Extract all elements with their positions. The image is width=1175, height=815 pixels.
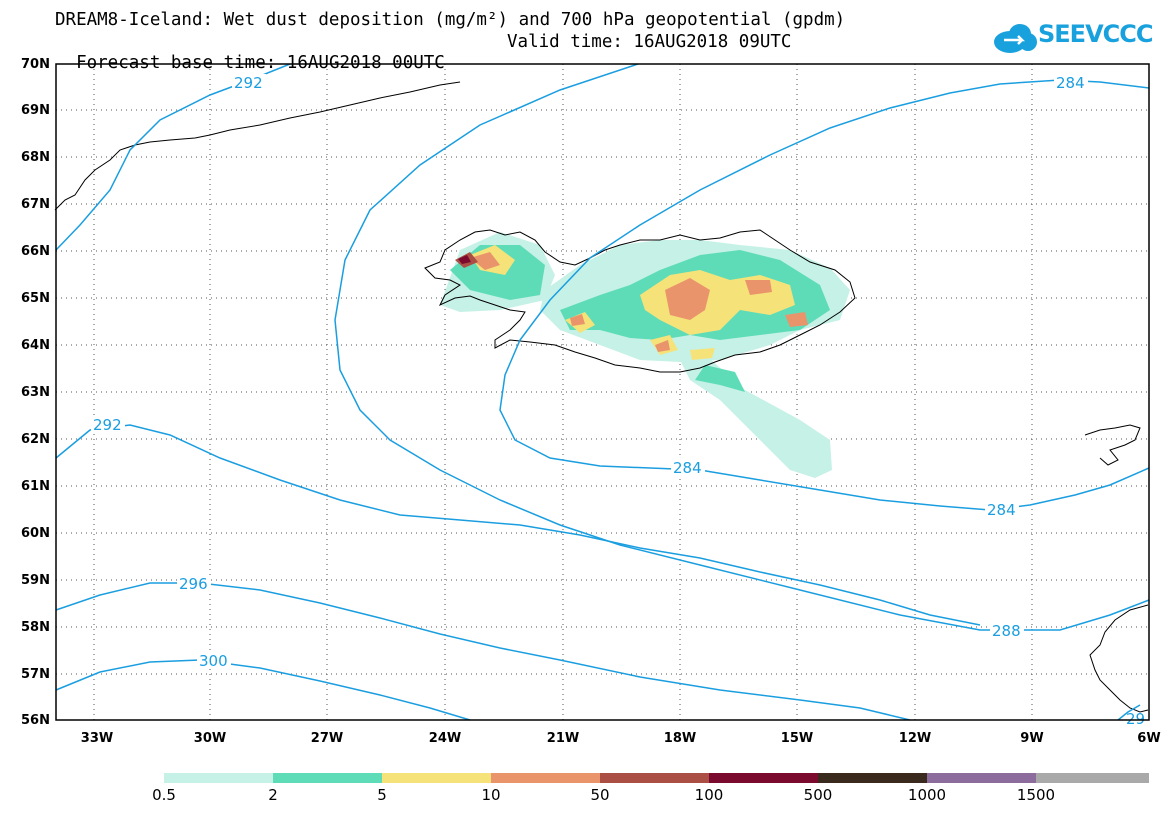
lat-label-58n: 58N xyxy=(21,620,50,635)
contour-label-288: 288 xyxy=(992,622,1021,640)
legend-swatch-4 xyxy=(491,773,601,783)
legend-label-1000: 1000 xyxy=(907,786,947,804)
valid-time: Valid time: 16AUG2018 09UTC xyxy=(507,32,792,52)
lon-label-30w: 30W xyxy=(193,731,227,746)
contour-label-300: 300 xyxy=(199,652,228,670)
map-title: DREAM8-Iceland: Wet dust deposition (mg/… xyxy=(55,10,846,30)
legend-label-2: 2 xyxy=(268,786,278,804)
lat-label-62n: 62N xyxy=(21,432,50,447)
map-frame xyxy=(55,63,1150,721)
coastlines xyxy=(54,81,1149,713)
legend-swatch-3 xyxy=(382,773,492,783)
legend-swatch-2 xyxy=(273,773,383,783)
lat-label-64n: 64N xyxy=(21,338,50,353)
forecast-base-time: Forecast base time: 16AUG2018 00UTC xyxy=(76,53,445,73)
lon-label-27w: 27W xyxy=(310,731,344,746)
dust-deposition-field xyxy=(440,232,850,478)
lat-label-67n: 67N xyxy=(21,197,50,212)
legend-label-50: 50 xyxy=(590,786,610,804)
lon-label-24w: 24W xyxy=(428,731,462,746)
contour-label-292-north: 292 xyxy=(234,74,263,92)
lon-label-21w: 21W xyxy=(546,731,580,746)
contour-label-296: 296 xyxy=(179,575,208,593)
legend-label-0-5: 0.5 xyxy=(152,786,176,804)
seevccc-logo xyxy=(994,24,1037,53)
lat-label-59n: 59N xyxy=(21,573,50,588)
legend-swatch-9 xyxy=(1036,773,1149,783)
contour-label-292-west: 292 xyxy=(93,416,122,434)
lon-label-18w: 18W xyxy=(663,731,697,746)
legend-swatch-7 xyxy=(818,773,928,783)
lat-label-61n: 61N xyxy=(21,479,50,494)
contour-label-284-northeast: 284 xyxy=(1056,74,1085,92)
lon-label-33w: 33W xyxy=(80,731,114,746)
lon-label-15w: 15W xyxy=(780,731,814,746)
lat-label-60n: 60N xyxy=(21,526,50,541)
contour-label-partial: 29 xyxy=(1126,710,1145,728)
lat-label-69n: 69N xyxy=(21,103,50,118)
lon-label-9w: 9W xyxy=(1020,731,1044,746)
geopotential-contours xyxy=(55,63,1150,721)
legend-swatch-6 xyxy=(709,773,819,783)
lon-label-12w: 12W xyxy=(898,731,932,746)
lat-label-68n: 68N xyxy=(21,150,50,165)
legend-label-1500: 1500 xyxy=(1016,786,1056,804)
legend-label-10: 10 xyxy=(481,786,501,804)
logo-text: SEEVCCC xyxy=(1038,20,1153,48)
contour-labels: 292 284 292 284 284 296 288 300 29 xyxy=(91,74,1145,728)
legend-label-100: 100 xyxy=(694,786,724,804)
contour-label-284-east: 284 xyxy=(987,501,1016,519)
lat-label-70n: 70N xyxy=(21,57,50,72)
lat-label-65n: 65N xyxy=(21,291,50,306)
lat-label-66n: 66N xyxy=(21,244,50,259)
contour-label-284-south: 284 xyxy=(673,459,702,477)
lat-label-56n: 56N xyxy=(21,713,50,728)
legend-swatch-1 xyxy=(164,773,274,783)
legend-swatch-8 xyxy=(927,773,1037,783)
lon-label-6w: 6W xyxy=(1137,731,1161,746)
lat-label-63n: 63N xyxy=(21,385,50,400)
map-subtitle: Forecast base time: 16AUG2018 00UTC Vali… xyxy=(55,32,791,95)
lat-label-57n: 57N xyxy=(21,667,50,682)
legend-swatch-5 xyxy=(600,773,710,783)
legend-label-5: 5 xyxy=(377,786,387,804)
cloud-icon xyxy=(994,24,1037,53)
legend-label-500: 500 xyxy=(803,786,833,804)
graticule xyxy=(56,64,1149,720)
